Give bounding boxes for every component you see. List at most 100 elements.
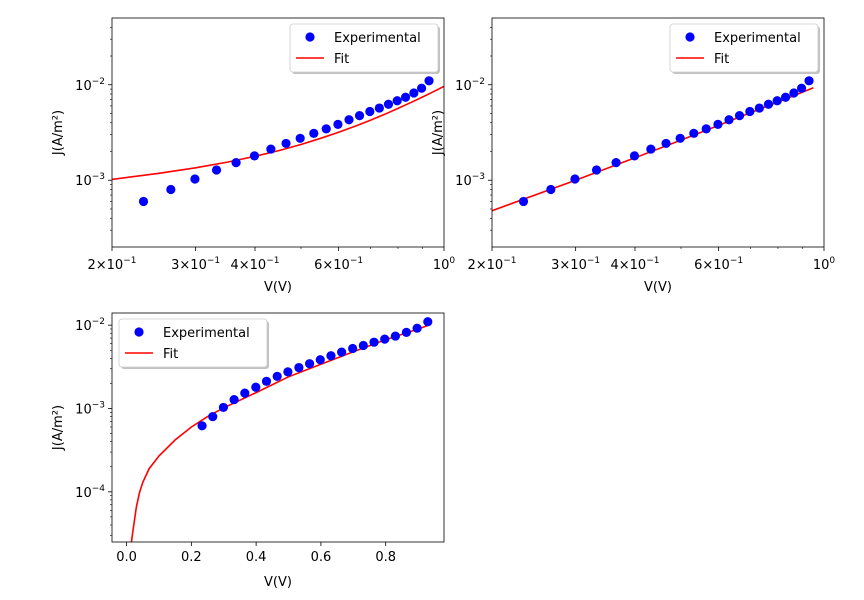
experimental-point <box>789 88 799 98</box>
legend-label-experimental: Experimental <box>334 31 421 46</box>
x-tick-label: 0.2 <box>181 550 202 565</box>
subplot-top-right: 10−3 10−2 2×10−1 3×10−1 4×10−1 6×10−1 100 V(V) J… <box>431 17 835 295</box>
experimental-point <box>211 165 222 175</box>
y-tick-label: 10−2 <box>75 317 105 334</box>
x-axis-label: V(V) <box>644 280 672 295</box>
experimental-point <box>218 402 229 413</box>
legend-box <box>118 318 268 368</box>
x-tick-label: 0.4 <box>246 550 267 565</box>
experimental-point <box>416 83 427 93</box>
experimental-point <box>344 115 354 125</box>
legend-box <box>289 23 439 73</box>
experimental-point <box>646 144 656 154</box>
experimental-point <box>713 119 723 129</box>
experimental-point <box>724 115 734 125</box>
experimental-point <box>354 111 365 121</box>
legend-marker-experimental <box>134 327 144 337</box>
y-tick-label: 10−3 <box>455 172 485 189</box>
axes-frame <box>491 17 825 248</box>
experimental-point <box>333 119 343 129</box>
experimental-point <box>611 158 621 168</box>
experimental-point <box>348 343 358 354</box>
legend-marker-experimental <box>685 32 695 42</box>
experimental-point <box>283 367 293 377</box>
experimental-point <box>166 184 176 195</box>
experimental-point <box>231 158 241 168</box>
experimental-point <box>374 103 384 113</box>
experimental-point <box>197 421 207 431</box>
x-axis-label: V(V) <box>264 280 292 295</box>
legend-label-experimental: Experimental <box>163 326 250 341</box>
experimental-point <box>409 88 419 98</box>
legend-marker-experimental <box>305 32 315 42</box>
experimental-point <box>240 388 250 398</box>
x-tick-label: 0.8 <box>375 550 396 565</box>
x-tick-label: 100 <box>433 256 456 273</box>
experimental-point <box>392 96 402 106</box>
experimental-point <box>401 327 412 337</box>
x-tick-label: 2×10−1 <box>468 256 517 273</box>
experimental-point <box>321 124 331 134</box>
experimental-point <box>281 138 291 149</box>
experimental-point <box>754 103 764 113</box>
x-tick-label: 0.0 <box>116 550 137 565</box>
experimental-point <box>400 92 411 102</box>
experimental-point <box>266 144 276 154</box>
y-axis-label: J(A/m²) <box>51 405 66 451</box>
experimental-point <box>380 334 390 344</box>
legend-box <box>669 23 819 73</box>
experimental-point <box>796 83 807 93</box>
x-tick-label: 4×10−1 <box>230 256 279 273</box>
x-tick-label: 3×10−1 <box>551 256 600 273</box>
experimental-point <box>295 133 305 143</box>
experimental-point <box>229 394 239 405</box>
experimental-point <box>251 382 261 392</box>
y-axis-label: J(A/m²) <box>431 110 446 156</box>
experimental-point <box>249 151 260 161</box>
legend: Experimental Fit <box>118 318 269 369</box>
experimental-point <box>365 106 375 117</box>
legend-label-experimental: Experimental <box>714 31 801 46</box>
experimental-point <box>423 317 433 327</box>
experimental-point <box>629 151 640 161</box>
legend: Experimental Fit <box>289 23 440 74</box>
experimental-point <box>190 174 200 184</box>
experimental-point <box>734 111 745 121</box>
x-axis-label: V(V) <box>264 575 292 590</box>
experimental-point <box>358 340 368 351</box>
axes-frame <box>111 17 445 248</box>
experimental-point <box>701 124 711 134</box>
experimental-point <box>315 355 325 365</box>
fit-line <box>130 324 429 542</box>
experimental-point <box>208 411 218 422</box>
y-tick-label: 10−4 <box>75 484 105 501</box>
experimental-point <box>261 376 272 386</box>
x-tick-label: 6×10−1 <box>314 256 363 273</box>
experimental-point <box>304 359 315 369</box>
y-tick-label: 10−3 <box>75 401 105 418</box>
experimental-point <box>424 76 434 86</box>
x-tick-label: 2×10−1 <box>88 256 137 273</box>
experimental-point <box>570 174 580 184</box>
legend-label-fit: Fit <box>163 347 178 362</box>
experimental-point <box>412 323 422 333</box>
y-tick-label: 10−3 <box>75 172 105 189</box>
experimental-point <box>591 165 602 175</box>
legend: Experimental Fit <box>669 23 820 74</box>
experimental-point <box>745 106 755 117</box>
experimental-point <box>661 138 671 149</box>
experimental-point <box>272 371 282 381</box>
y-tick-label: 10−2 <box>455 77 485 94</box>
experimental-point <box>675 133 685 143</box>
experimental-point <box>337 347 347 357</box>
experimental-point <box>804 76 814 86</box>
experimental-point <box>518 196 529 207</box>
x-tick-label: 6×10−1 <box>694 256 743 273</box>
subplot-top-left: 10−3 10−2 2×10−1 3×10−1 4×10−1 6×10−1 100 V(V) J… <box>51 17 456 295</box>
y-tick-label: 10−2 <box>75 77 105 94</box>
experimental-point <box>294 362 304 373</box>
x-tick-label: 3×10−1 <box>171 256 220 273</box>
experimental-point <box>763 99 774 109</box>
x-tick-label: 0.6 <box>311 550 332 565</box>
